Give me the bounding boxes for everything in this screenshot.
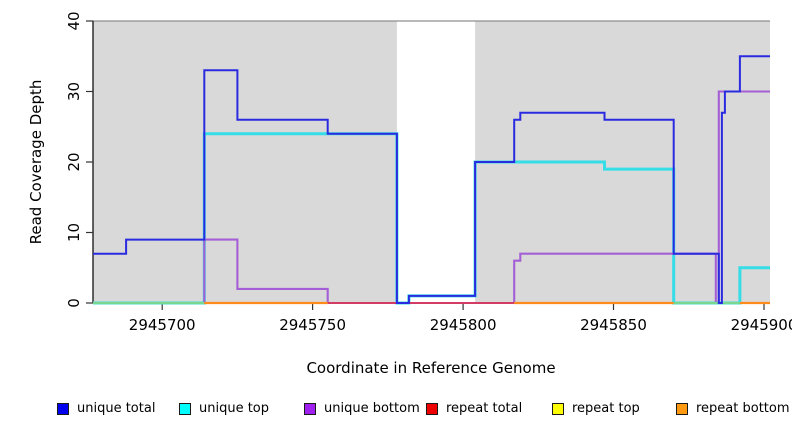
y-axis-title: Read Coverage Depth bbox=[27, 79, 45, 245]
y-tick-label: 10 bbox=[65, 223, 83, 242]
y-tick-label: 30 bbox=[65, 82, 83, 101]
y-tick-label: 20 bbox=[65, 152, 83, 171]
x-tick-label: 2945800 bbox=[430, 316, 497, 334]
y-tick-label: 0 bbox=[65, 298, 83, 308]
x-axis-title: Coordinate in Reference Genome bbox=[306, 359, 556, 377]
series-unique-bottom bbox=[717, 90, 770, 303]
x-tick-label: 2945750 bbox=[279, 316, 346, 334]
x-tick-label: 2945900 bbox=[731, 316, 792, 334]
y-tick-label: 40 bbox=[65, 11, 83, 30]
x-tick-label: 2945700 bbox=[129, 316, 196, 334]
x-tick-label: 2945850 bbox=[580, 316, 647, 334]
shaded-region bbox=[93, 21, 397, 303]
series-unique-total bbox=[93, 55, 770, 304]
